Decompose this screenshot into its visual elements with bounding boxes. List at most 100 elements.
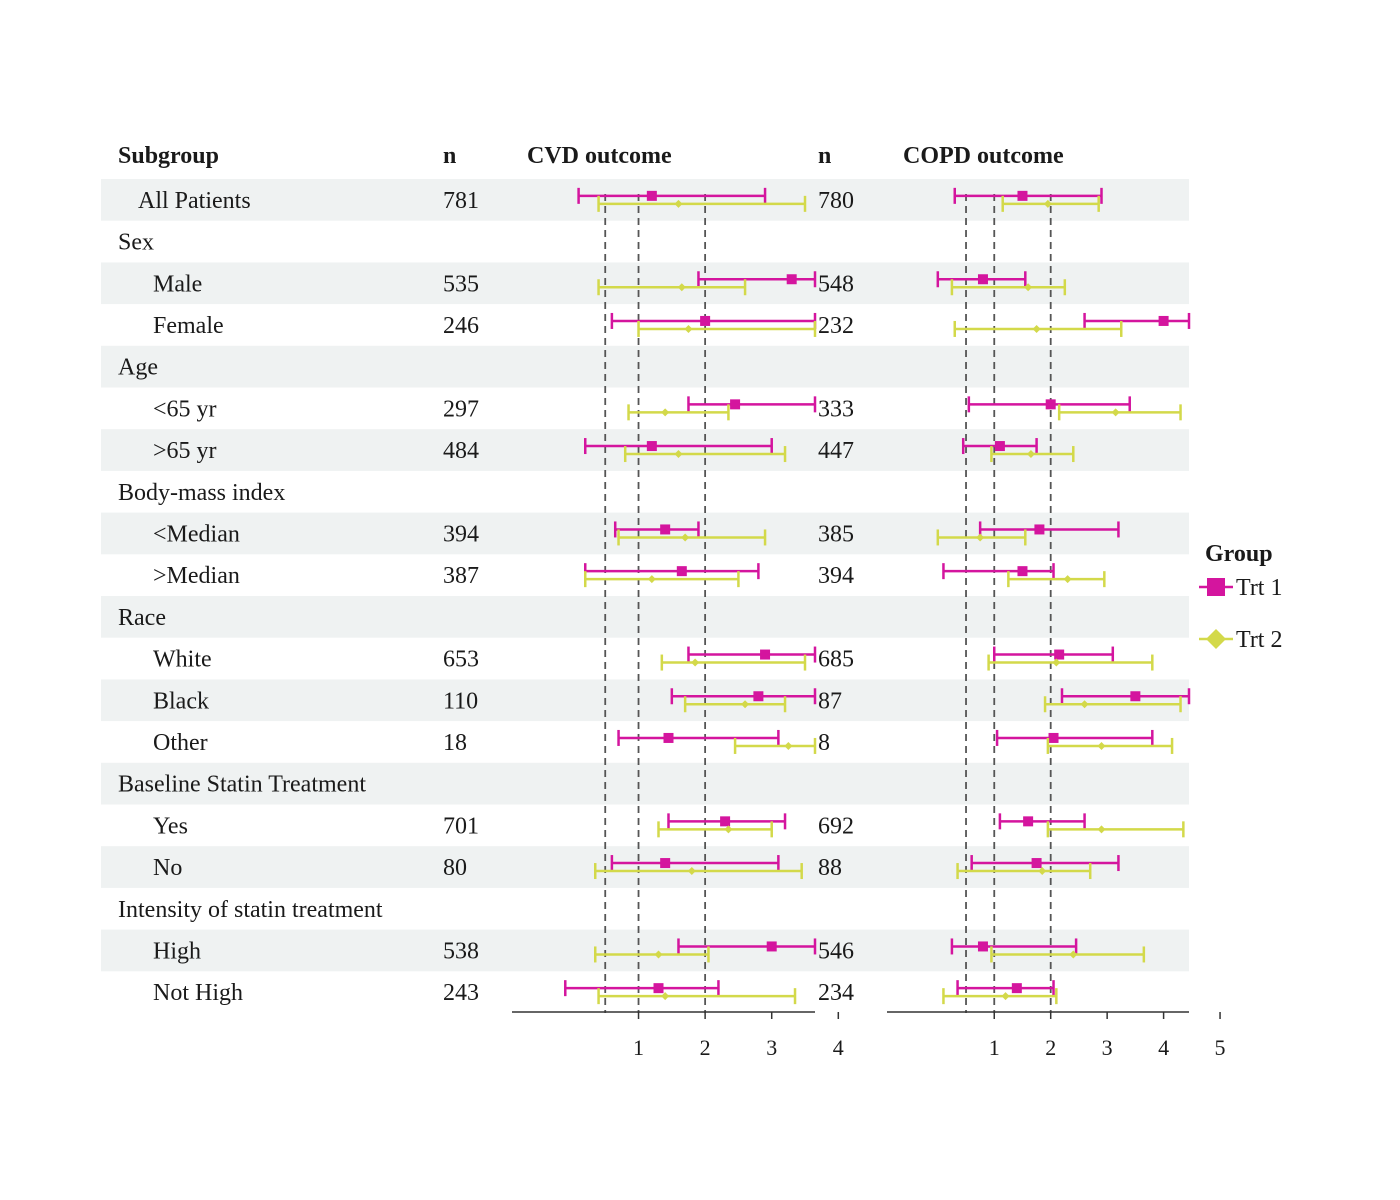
trt1-point [700, 315, 711, 326]
trt1-point [676, 566, 687, 577]
trt2-point [691, 658, 700, 667]
cvd-n-header: n [443, 143, 456, 169]
trt1-point [1017, 190, 1028, 201]
x-tick-label: 2 [700, 1035, 711, 1060]
row-band [101, 596, 1189, 638]
legend-label: Trt 2 [1236, 627, 1282, 653]
x-tick-label: 5 [1215, 1035, 1226, 1060]
trt2-point [1097, 825, 1106, 834]
trt2-point [1032, 324, 1041, 333]
cvd-n-value: 243 [443, 980, 479, 1006]
subgroup-header: Subgroup [118, 143, 219, 169]
trt1-point [660, 524, 671, 535]
interval-marks [564, 187, 1191, 1005]
legend-diamond-marker [1206, 629, 1226, 649]
row-band [101, 679, 1189, 722]
copd-n-value: 333 [818, 396, 854, 422]
cvd-n-value: 535 [443, 271, 479, 297]
trt1-point [1017, 566, 1028, 577]
trt2-point [1038, 867, 1047, 876]
subgroup-label: Yes [153, 813, 188, 839]
subgroup-label: No [153, 855, 182, 881]
legend-square-marker [1207, 578, 1225, 596]
row-band [101, 179, 1189, 221]
copd-n-value: 234 [818, 980, 854, 1006]
subgroup-label: >65 yr [153, 438, 217, 464]
copd-n-value: 546 [818, 938, 854, 964]
subgroup-label: <Median [153, 521, 240, 547]
copd-n-value: 88 [818, 855, 842, 881]
trt2-point [1024, 283, 1033, 292]
trt1-point [1045, 399, 1056, 410]
trt2-point [976, 533, 985, 542]
trt2-point [724, 825, 733, 834]
group-label: Intensity of statin treatment [118, 897, 383, 923]
trt1-point [646, 190, 657, 201]
trt1-point [1054, 649, 1065, 660]
row-bands [101, 179, 1189, 972]
copd-n-value: 780 [818, 188, 854, 214]
trt2-point [784, 741, 793, 750]
cvd-n-value: 110 [443, 688, 478, 714]
copd-panel-title: COPD outcome [903, 143, 1064, 169]
group-label: Race [118, 605, 166, 631]
trt1-point [977, 941, 988, 952]
cvd-n-value: 701 [443, 813, 479, 839]
trt1-point [1034, 524, 1045, 535]
x-tick-label: 1 [989, 1035, 1000, 1060]
legend-title: Group [1205, 541, 1273, 567]
group-label: Baseline Statin Treatment [118, 772, 366, 798]
trt1-point [977, 274, 988, 285]
row-band [101, 929, 1189, 972]
cvd-n-value: 297 [443, 396, 479, 422]
trt2-point [1111, 408, 1120, 417]
subgroup-label: <65 yr [153, 396, 217, 422]
trt2-point [674, 199, 683, 208]
trt2-point [661, 408, 670, 417]
row-band [101, 262, 1189, 305]
trt2-point [677, 283, 686, 292]
trt1-point [1023, 816, 1034, 827]
trt2-point [681, 533, 690, 542]
trt2-point [654, 950, 663, 959]
legend: Group Trt 1 Trt 2 [1199, 541, 1282, 653]
row-band [101, 345, 1189, 388]
trt2-point [687, 867, 696, 876]
copd-n-value: 385 [818, 521, 854, 547]
trt1-point [660, 858, 671, 869]
trt1-point [1158, 315, 1169, 326]
trt2-point [741, 700, 750, 709]
trt2-point [647, 575, 656, 584]
cvd-n-value: 781 [443, 188, 479, 214]
row-band [101, 429, 1189, 471]
cvd-n-value: 387 [443, 563, 479, 589]
trt1-point [1031, 858, 1042, 869]
copd-n-value: 692 [818, 813, 854, 839]
row-band [101, 512, 1189, 555]
copd-n-value: 685 [818, 647, 854, 673]
row-band [101, 762, 1189, 805]
cvd-n-value: 80 [443, 855, 467, 881]
trt2-point [1097, 741, 1106, 750]
trt2-point [1001, 992, 1010, 1001]
trt1-point [994, 441, 1005, 452]
subgroup-label: High [153, 938, 201, 964]
trt1-point [1011, 983, 1022, 994]
trt1-point [730, 399, 741, 410]
subgroup-label: White [153, 647, 212, 673]
subgroup-label: >Median [153, 563, 240, 589]
cvd-panel-title: CVD outcome [527, 143, 672, 169]
cvd-n-value: 394 [443, 521, 479, 547]
subgroup-label: Black [153, 688, 209, 714]
row-labels: All Patients 781 780 Sex Male 535 548 Female 246… [118, 188, 854, 1006]
trt1-point [1130, 691, 1141, 702]
copd-n-header: n [818, 143, 831, 169]
trt1-point [786, 274, 797, 285]
copd-n-value: 8 [818, 730, 830, 756]
x-tick-label: 2 [1045, 1035, 1056, 1060]
x-tick-label: 3 [1102, 1035, 1113, 1060]
subgroup-label: Female [153, 313, 224, 339]
trt2-point [1063, 575, 1072, 584]
subgroup-label: Male [153, 271, 202, 297]
